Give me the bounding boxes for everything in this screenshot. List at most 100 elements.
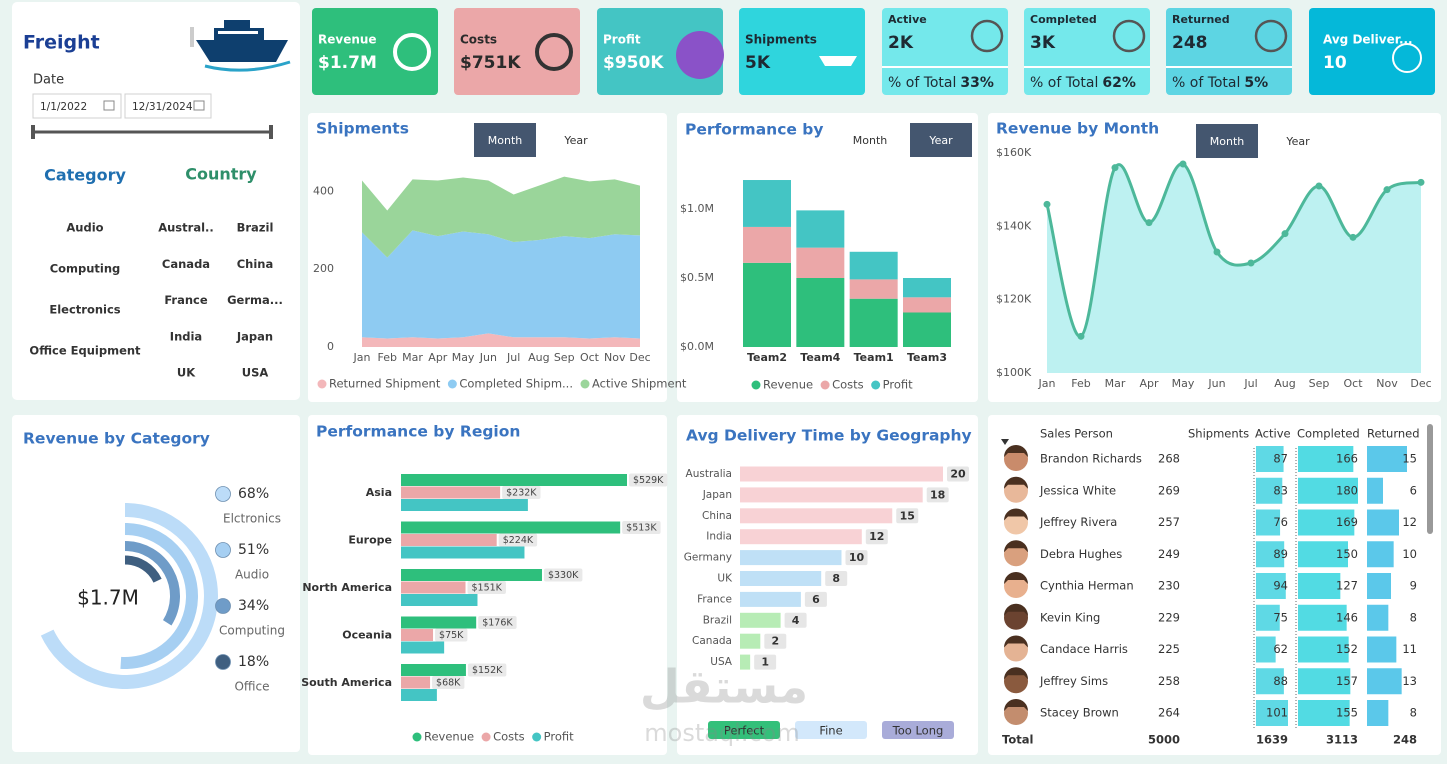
slicer-item[interactable]: Office Equipment — [29, 344, 141, 358]
column-header[interactable]: Active — [1255, 427, 1291, 441]
kpi-share-label: % of Total — [888, 75, 956, 91]
cell: 169 — [1336, 515, 1358, 529]
total-cell: 3113 — [1326, 733, 1358, 747]
cell: 146 — [1336, 610, 1358, 624]
avatar-hair — [1004, 699, 1028, 711]
toggle-button[interactable] — [1267, 124, 1329, 158]
value-label-bg — [926, 487, 949, 503]
slicer-item[interactable]: China — [237, 257, 274, 271]
sort-indicator[interactable] — [1001, 439, 1009, 445]
point — [1179, 160, 1187, 168]
legend-label[interactable]: Too Long — [892, 724, 944, 738]
x-tick-label: Oct — [580, 351, 600, 364]
y-tick-label: UK — [717, 573, 733, 585]
toggle-label[interactable]: Month — [1210, 135, 1245, 148]
legend-label: Profit — [544, 730, 574, 744]
date-input[interactable] — [32, 93, 122, 119]
toggle-button[interactable] — [474, 123, 536, 157]
slicer-item[interactable]: Japan — [236, 329, 273, 343]
value-label: 18 — [930, 488, 945, 501]
legend-label: Costs — [832, 378, 864, 392]
slicer-item[interactable]: Germa... — [227, 293, 283, 307]
x-tick-label: Jul — [1243, 377, 1257, 390]
y-tick-label: Brazil — [703, 614, 732, 626]
x-tick-label: May — [1172, 377, 1195, 390]
toggle-label[interactable]: Year — [1285, 135, 1310, 148]
kpi-label: Costs — [460, 33, 497, 47]
kpi-card — [1024, 8, 1150, 95]
bar — [401, 676, 431, 689]
legend-label: Audio — [235, 568, 269, 582]
data-bar — [1298, 700, 1350, 726]
value-label: 10 — [849, 551, 865, 564]
data-bar — [1298, 573, 1341, 599]
legend-swatch — [215, 654, 231, 670]
kpi-label: Avg Deliver... — [1323, 33, 1413, 47]
legend-label[interactable]: Perfect — [724, 724, 765, 738]
cell: 10 — [1402, 547, 1417, 561]
cell: 155 — [1336, 706, 1358, 720]
x-tick-label: Team4 — [800, 351, 840, 364]
bar — [740, 591, 801, 607]
slicer-item[interactable]: France — [164, 293, 208, 307]
point — [1417, 178, 1425, 186]
cell: 87 — [1273, 452, 1288, 466]
legend-swatch[interactable] — [795, 721, 867, 739]
y-tick-label: Asia — [366, 486, 392, 499]
toggle-button[interactable] — [545, 123, 607, 157]
cell: 257 — [1158, 515, 1180, 529]
cell: 225 — [1158, 642, 1180, 656]
bar-segment — [743, 180, 791, 227]
data-bar — [1298, 509, 1355, 536]
slicer-item[interactable]: Canada — [162, 257, 210, 271]
toggle-button[interactable] — [1196, 124, 1258, 158]
value-label: $176K — [482, 618, 513, 629]
value-label: 20 — [950, 468, 966, 481]
area — [362, 176, 640, 258]
toggle-label[interactable]: Month — [488, 134, 523, 147]
scrollbar[interactable] — [1427, 424, 1433, 534]
slicer-item[interactable]: UK — [177, 366, 196, 380]
toggle-label[interactable]: Month — [853, 134, 888, 147]
slicer-item[interactable]: Audio — [66, 221, 103, 235]
column-header[interactable]: Returned — [1367, 427, 1420, 441]
bar — [401, 629, 434, 641]
slicer-item[interactable]: Electronics — [49, 303, 120, 317]
slicer-item[interactable]: Austral.. — [158, 221, 214, 235]
column-header[interactable]: Completed — [1297, 427, 1360, 441]
bar — [740, 466, 943, 482]
slider-handle[interactable] — [269, 125, 273, 139]
slicer-item[interactable]: USA — [242, 366, 269, 380]
radial-bar — [124, 541, 180, 626]
data-bar — [1298, 636, 1349, 663]
kpi-icon — [393, 33, 431, 71]
toggle-button[interactable] — [839, 123, 901, 157]
toggle-label[interactable]: Year — [928, 134, 953, 147]
column-header[interactable]: Sales Person — [1040, 427, 1113, 441]
cell: 101 — [1266, 706, 1288, 720]
kpi-icon — [1112, 19, 1146, 53]
kpi-card — [454, 8, 580, 95]
slicer-item[interactable]: India — [170, 329, 202, 343]
legend-swatch[interactable] — [882, 721, 954, 739]
legend-swatch[interactable] — [708, 721, 780, 739]
kpi-share: 5% — [1244, 75, 1268, 91]
slicer-item[interactable]: Computing — [50, 262, 121, 276]
kpi-value: 5K — [745, 53, 771, 73]
cell: Candace Harris — [1040, 642, 1128, 656]
legend-label[interactable]: Fine — [819, 724, 842, 738]
toggle-label[interactable]: Year — [563, 134, 588, 147]
slider-handle[interactable] — [31, 125, 35, 139]
avatar-hair — [1004, 635, 1028, 648]
date-input[interactable] — [124, 93, 212, 119]
legend-swatch — [532, 732, 542, 742]
slicer-item[interactable]: Brazil — [237, 221, 274, 235]
toggle-button[interactable] — [910, 123, 972, 157]
bar — [401, 474, 627, 486]
cell: 13 — [1402, 674, 1417, 688]
total-cell: 5000 — [1148, 733, 1180, 747]
calendar-icon — [103, 100, 115, 111]
value-label: 4 — [792, 614, 800, 627]
column-header[interactable]: Shipments — [1188, 427, 1249, 441]
